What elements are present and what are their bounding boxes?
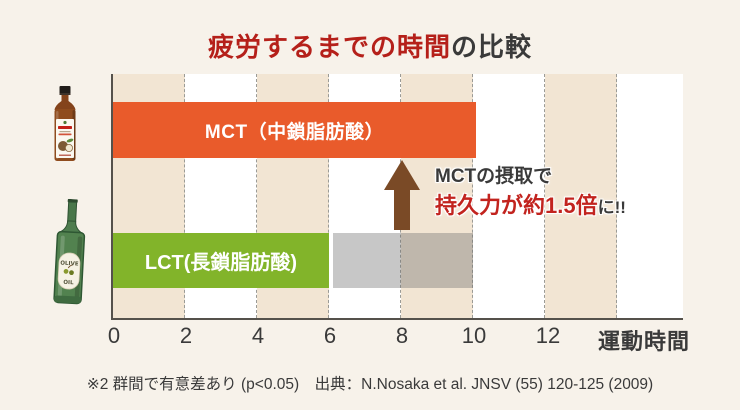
mct-bar-label: MCT（中鎖脂肪酸） [204,121,385,143]
tick-2: 2 [179,323,193,348]
page-title-rest: の比較 [451,32,533,62]
chart-plot-area: MCT（中鎖脂肪酸） LCT(長鎖脂肪酸) MCTの摂取で 持久力が約1.5倍に… [111,74,683,320]
annotation: MCTの摂取で 持久力が約1.5倍に!! [435,166,626,219]
tick-6: 6 [323,323,337,348]
tick-4: 4 [251,323,265,348]
mct-bottle-cap [59,86,71,95]
olive-graphic [63,268,69,274]
annotation-line2-suffix: に!! [597,197,626,217]
lct-bar: LCT(長鎖脂肪酸) [113,233,329,288]
lct-bar-label: LCT(長鎖脂肪酸) [144,252,298,274]
gridline-6 [328,74,329,318]
olive-label-text-top: OLIVE [60,261,79,268]
footnote-source: ※2 群間で有意差あり (p<0.05) 出典：N.Nosaka et al. … [86,376,654,393]
olive-bottle-label [57,252,81,290]
mct-bottle-label [56,119,74,158]
mct-bottle-neck [54,95,76,110]
olive-oil-bottle-illustration: OLIVE OIL [53,198,86,305]
gridline-2 [184,74,185,318]
up-arrow-icon [384,160,420,230]
tick-8: 8 [395,323,409,348]
gridline-14 [616,74,617,318]
tick-10: 10 [461,323,487,348]
tick-0: 0 [107,323,121,348]
olive-label-text-bottom: OIL [63,280,74,287]
x-axis-title: 運動時間 [598,329,691,354]
annotation-line2-emphasis: 持久力が約1.5倍 [435,192,598,218]
annotation-line2: 持久力が約1.5倍に!! [435,193,626,219]
gridline-10 [472,74,473,318]
up-arrow-stem [394,190,410,230]
gridline-4 [256,74,257,318]
mct-oil-bottle-illustration [54,86,76,161]
up-arrow-head [384,160,420,190]
gridline-12 [544,74,545,318]
olive-bottle-neck [67,201,78,223]
tick-12: 12 [535,323,561,348]
page-title: 疲労するまでの時間の比較 [0,27,740,64]
lct-difference-band [333,233,473,288]
page-title-highlight: 疲労するまでの時間 [207,32,451,62]
annotation-line1: MCTの摂取で [435,166,553,187]
mct-bar: MCT（中鎖脂肪酸） [113,102,476,158]
